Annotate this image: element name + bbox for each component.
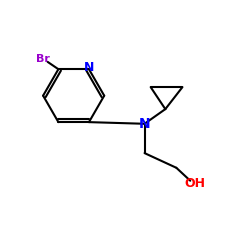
Text: OH: OH [184,177,205,190]
Text: N: N [139,117,150,131]
Text: Br: Br [36,54,50,64]
Text: N: N [84,62,94,74]
